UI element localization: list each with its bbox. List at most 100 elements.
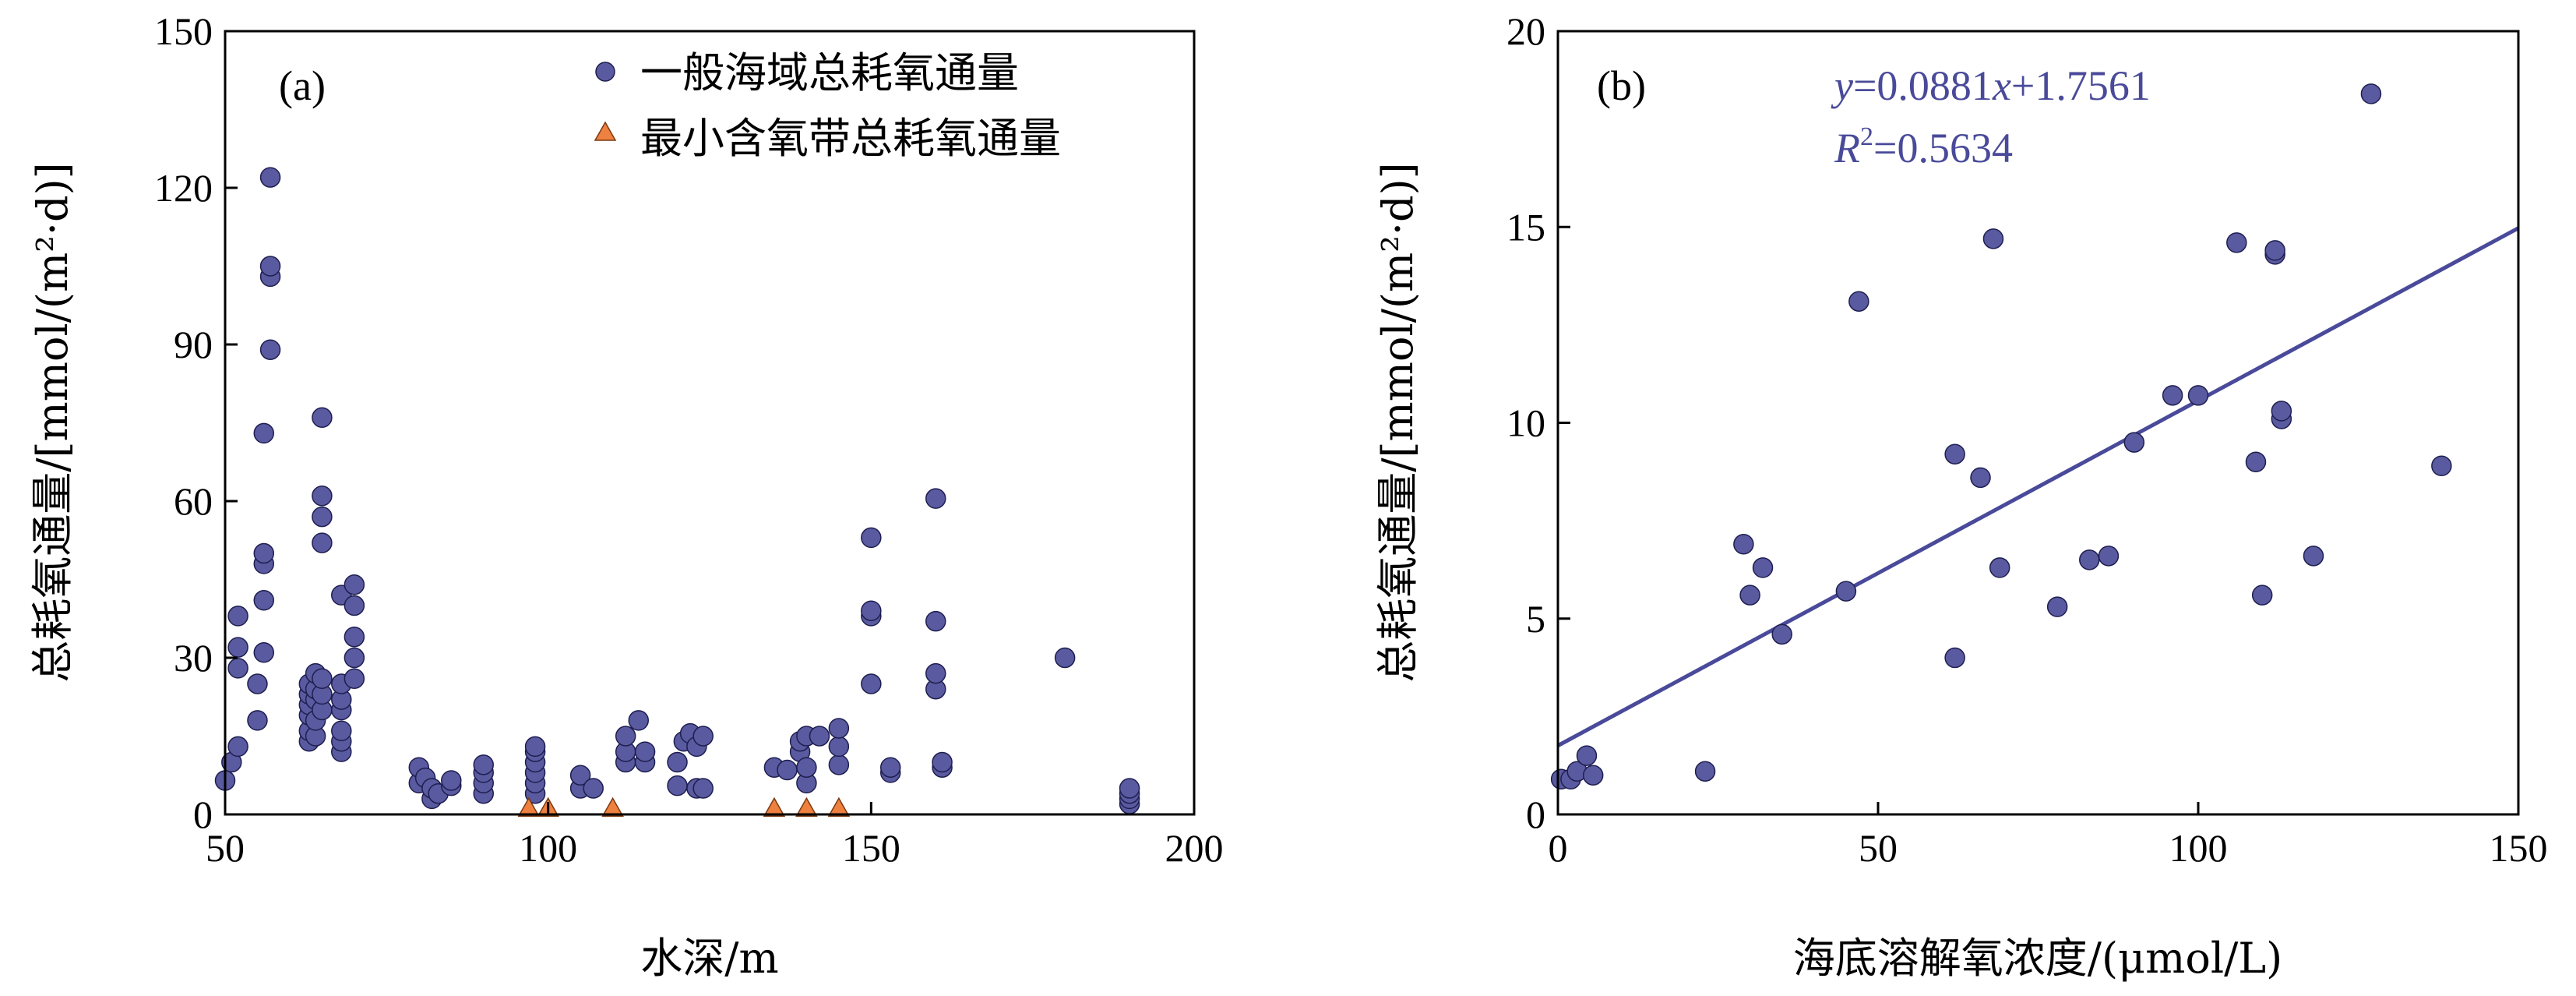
- chart-a-point-general: [667, 751, 688, 773]
- chart-a-legend-label-omz: 最小含氧带总耗氧通量: [640, 114, 1061, 163]
- chart-a-point-general: [227, 736, 248, 758]
- chart-a-point-general: [312, 407, 333, 429]
- chart-b-point: [1970, 467, 1991, 489]
- chart-b-point: [2251, 585, 2273, 606]
- chart-a-point-general: [1054, 647, 1076, 669]
- chart-b-point: [1582, 765, 1604, 786]
- chart-a-point-general: [628, 710, 650, 731]
- chart-b-point: [2046, 596, 2068, 617]
- chart-a-point-general: [932, 751, 953, 773]
- chart-a-point-general: [861, 673, 882, 694]
- chart-a-point-general: [344, 574, 365, 595]
- chart-a-point-general: [227, 606, 248, 627]
- chart-b-point: [1944, 647, 1965, 669]
- chart-a-y-tick-label: 90: [174, 323, 213, 366]
- chart-a-point-general: [777, 759, 798, 781]
- chart-a-point-general: [828, 736, 850, 758]
- chart-a-point-general: [524, 736, 546, 758]
- chart-a-point-general: [861, 527, 882, 549]
- chart-b-r2-value: =0.5634: [1873, 125, 2013, 171]
- chart-b-point: [2162, 385, 2183, 406]
- chart-a-point-general: [344, 595, 365, 616]
- chart-a-point-general: [344, 668, 365, 690]
- chart-b-point: [2360, 83, 2382, 104]
- chart-a-point-general: [615, 726, 636, 747]
- chart-a-point-general: [253, 642, 275, 663]
- chart-a-panel-label: (a): [279, 62, 326, 109]
- chart-b-eq-coef: =0.0881: [1853, 62, 1993, 109]
- chart-a-point-omz: [517, 796, 541, 818]
- chart-b-r2-sup: 2: [1860, 122, 1873, 151]
- chart-panel-a: 50 100 150 200 0 30 60 90 120 150 (a) 一般海域总耗氧通量 最…: [28, 9, 1224, 983]
- chart-a-y-axis-title: 总耗氧通量/[mmol/(m²·d)]: [28, 162, 77, 682]
- chart-a-point-general: [253, 422, 275, 444]
- chart-a-point-general: [473, 754, 494, 775]
- chart-a-point-general: [247, 710, 268, 731]
- chart-a-legend-label-general: 一般海域总耗氧通量: [640, 48, 1019, 97]
- chart-a-x-tick-label: 100: [519, 826, 577, 870]
- chart-b-x-tick-label: 50: [1859, 826, 1898, 870]
- chart-a-points: [214, 167, 1140, 818]
- chart-b-eq-const: +1.7561: [2011, 62, 2151, 109]
- chart-a-point-omz: [795, 796, 818, 818]
- chart-a-y-tick-label: 60: [174, 479, 213, 523]
- chart-a-point-general: [809, 726, 830, 747]
- chart-a-point-general: [253, 590, 275, 611]
- chart-b-points: [1550, 83, 2452, 790]
- chart-b-point: [2264, 240, 2285, 261]
- chart-a-point-general: [925, 610, 946, 632]
- chart-b-point: [1752, 557, 1774, 578]
- chart-a-point-general: [925, 488, 946, 509]
- chart-a-y-tick-label: 30: [174, 636, 213, 680]
- chart-b-point: [2098, 546, 2120, 567]
- chart-a-x-axis-title: 水深/m: [640, 934, 778, 983]
- chart-b-point: [1771, 623, 1792, 645]
- chart-a-point-general: [861, 600, 882, 621]
- chart-a-point-general: [828, 718, 850, 739]
- chart-a-point-general: [259, 339, 281, 360]
- chart-a-point-general: [583, 778, 604, 799]
- chart-a-point-omz: [827, 796, 851, 818]
- chart-a-point-general: [569, 765, 591, 786]
- chart-b-y-axis-title: 总耗氧通量/[mmol/(m²·d)]: [1373, 162, 1422, 682]
- chart-a-point-general: [441, 770, 462, 791]
- chart-a-point-general: [253, 542, 275, 564]
- chart-b-point: [1835, 581, 1857, 602]
- chart-b-point: [2245, 451, 2267, 472]
- chart-b-fit-line: [1556, 226, 2520, 747]
- chart-b-point: [1989, 557, 2010, 578]
- chart-a-point-general: [344, 626, 365, 648]
- chart-a-point-general: [1119, 778, 1140, 799]
- chart-a-point-general: [331, 720, 352, 742]
- chart-a-legend-marker-general: [595, 62, 615, 82]
- chart-b-point: [2303, 546, 2324, 567]
- chart-b-r2-r: R: [1834, 125, 1860, 171]
- chart-a-point-general: [692, 726, 714, 747]
- chart-b-x-axis-title: 海底溶解氧浓度/(μmol/L): [1793, 934, 2282, 983]
- chart-a-point-omz: [763, 796, 786, 818]
- chart-a-point-general: [247, 673, 268, 694]
- chart-b-point: [2226, 232, 2247, 253]
- chart-a-x-tick-label: 150: [842, 826, 900, 870]
- chart-a-point-general: [259, 167, 281, 188]
- chart-b-point: [2431, 455, 2452, 477]
- chart-b-point: [1848, 291, 1869, 312]
- chart-a-point-general: [925, 662, 946, 684]
- chart-a-point-general: [259, 256, 281, 277]
- chart-b-point: [1982, 228, 2004, 249]
- chart-a-point-general: [796, 757, 817, 778]
- chart-b-point: [2079, 549, 2100, 570]
- chart-a-ticks: 50 100 150 200 0 30 60 90 120 150: [154, 9, 1224, 870]
- chart-a-y-tick-label: 120: [154, 166, 213, 210]
- chart-a-legend: 一般海域总耗氧通量 最小含氧带总耗氧通量: [594, 48, 1061, 163]
- chart-a-point-general: [312, 532, 333, 553]
- chart-b-point: [2187, 385, 2209, 406]
- chart-b-x-tick-label: 0: [1549, 826, 1568, 870]
- chart-b-y-tick-label: 20: [1506, 9, 1545, 53]
- chart-b-x-tick-label: 100: [2169, 826, 2228, 870]
- chart-a-x-tick-label: 50: [206, 826, 245, 870]
- chart-a-x-tick-label: 200: [1165, 826, 1224, 870]
- chart-b-y-tick-label: 5: [1526, 597, 1545, 641]
- chart-b-y-tick-label: 0: [1526, 793, 1545, 836]
